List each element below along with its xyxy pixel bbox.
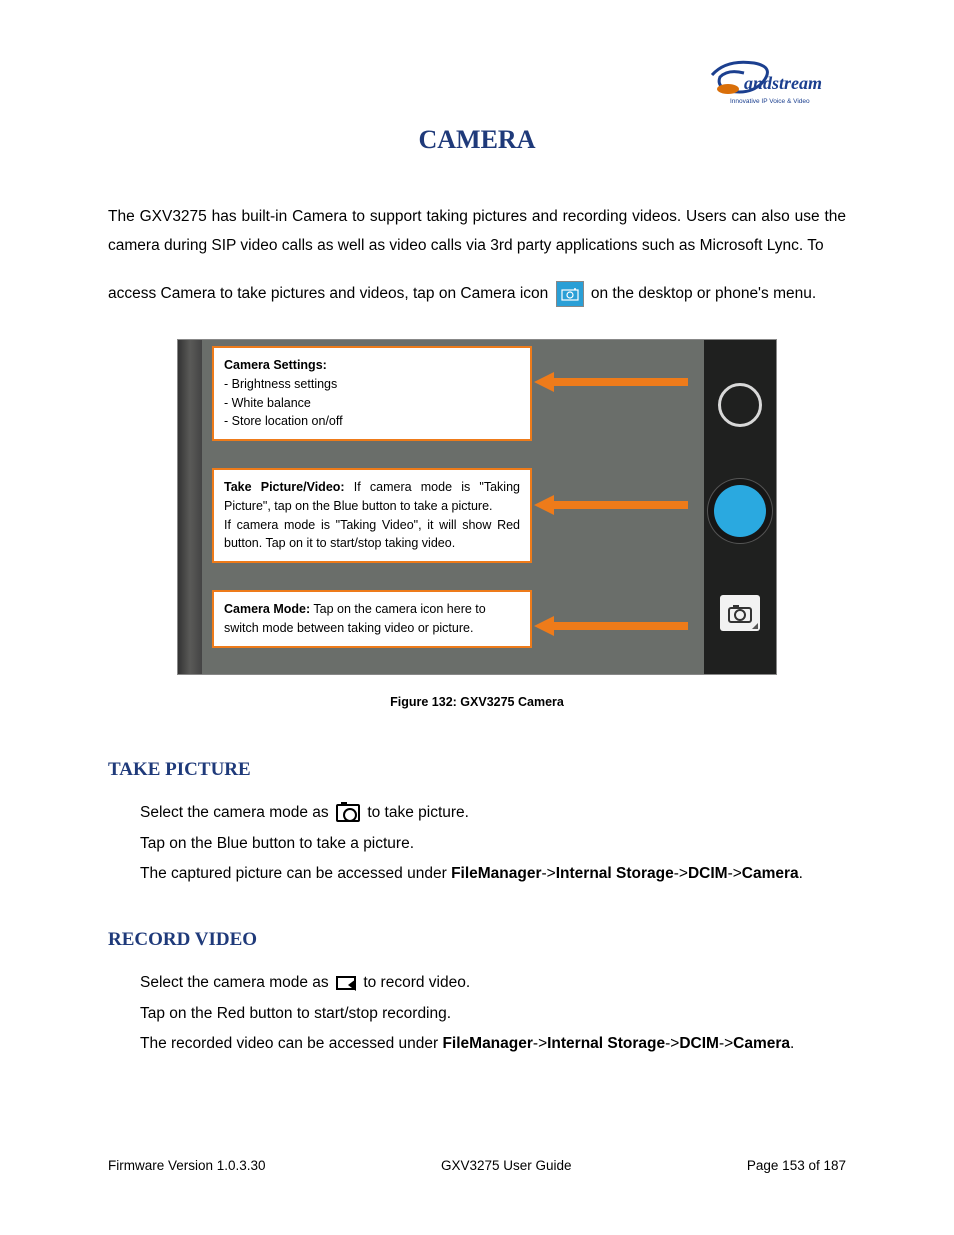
- callout-settings-line-1: - Brightness settings: [224, 375, 520, 394]
- path-seg-0: FileManager: [451, 865, 541, 882]
- path-seg-3b: Camera: [733, 1035, 790, 1052]
- path-seg-2b: DCIM: [679, 1035, 719, 1052]
- footer-page-number: Page 153 of 187: [747, 1158, 846, 1173]
- figure-container: Camera Settings: - Brightness settings -…: [177, 339, 777, 709]
- take-picture-item-1: Select the camera mode as to take pictur…: [140, 799, 846, 828]
- heading-record-video: RECORD VIDEO: [108, 929, 846, 951]
- page-title: CAMERA: [108, 125, 846, 155]
- take-picture-item-3: The captured picture can be accessed und…: [140, 860, 846, 889]
- footer-doc-title: GXV3275 User Guide: [441, 1158, 572, 1173]
- intro-paragraph-2: access Camera to take pictures and video…: [108, 280, 846, 309]
- shutter-button[interactable]: [714, 485, 766, 537]
- heading-take-picture: TAKE PICTURE: [108, 759, 846, 781]
- path-seg-0b: FileManager: [442, 1035, 532, 1052]
- screenshot-left-edge: [178, 340, 202, 674]
- footer-firmware: Firmware Version 1.0.3.30: [108, 1158, 266, 1173]
- tp-item1-b: to take picture.: [367, 804, 469, 821]
- rv-item1-b: to record video.: [363, 974, 470, 991]
- intro-text-3: on the desktop or phone's menu.: [591, 285, 816, 302]
- take-picture-item-2: Tap on the Blue button to take a picture…: [140, 830, 846, 859]
- camera-right-controls: [704, 340, 776, 674]
- record-video-item-3: The recorded video can be accessed under…: [140, 1030, 846, 1059]
- path-seg-3: Camera: [742, 865, 799, 882]
- record-video-item-2: Tap on the Red button to start/stop reco…: [140, 1000, 846, 1029]
- tp-item1-a: Select the camera mode as: [140, 804, 333, 821]
- rv-item3-a: The recorded video can be accessed under: [140, 1035, 442, 1052]
- callout-settings-title: Camera Settings:: [224, 356, 520, 375]
- camera-mode-icon: [336, 804, 360, 822]
- logo-tagline: Innovative IP Voice & Video: [730, 98, 810, 105]
- video-mode-icon: [336, 976, 356, 990]
- callout-take-picture: Take Picture/Video: If camera mode is "T…: [212, 468, 532, 563]
- callout-take-title: Take Picture/Video:: [224, 480, 345, 494]
- svg-text:andstream: andstream: [744, 73, 822, 93]
- callout-camera-mode: Camera Mode: Tap on the camera icon here…: [212, 590, 532, 648]
- record-video-list: Select the camera mode as to record vide…: [108, 969, 846, 1059]
- path-seg-2: DCIM: [688, 865, 728, 882]
- intro-paragraph: The GXV3275 has built-in Camera to suppo…: [108, 203, 846, 260]
- callout-mode-title: Camera Mode:: [224, 602, 310, 616]
- brand-logo: andstream Innovative IP Voice & Video: [706, 55, 846, 116]
- path-seg-1b: Internal Storage: [547, 1035, 665, 1052]
- intro-text-2: access Camera to take pictures and video…: [108, 285, 553, 302]
- mode-switch-button[interactable]: [720, 595, 760, 631]
- figure-caption: Figure 132: GXV3275 Camera: [177, 695, 777, 709]
- callout-settings-line-2: - White balance: [224, 394, 520, 413]
- camera-screenshot: Camera Settings: - Brightness settings -…: [177, 339, 777, 675]
- page-footer: Firmware Version 1.0.3.30 GXV3275 User G…: [108, 1158, 846, 1173]
- settings-ring-button[interactable]: [718, 383, 762, 427]
- tp-item3-a: The captured picture can be accessed und…: [140, 865, 451, 882]
- take-picture-list: Select the camera mode as to take pictur…: [108, 799, 846, 889]
- callout-camera-settings: Camera Settings: - Brightness settings -…: [212, 346, 532, 441]
- path-seg-1: Internal Storage: [556, 865, 674, 882]
- record-video-item-1: Select the camera mode as to record vide…: [140, 969, 846, 998]
- intro-text-1: The GXV3275 has built-in Camera to suppo…: [108, 208, 846, 254]
- document-page: andstream Innovative IP Voice & Video CA…: [0, 0, 954, 1235]
- camera-app-icon: [556, 281, 584, 307]
- rv-item1-a: Select the camera mode as: [140, 974, 333, 991]
- callout-settings-line-3: - Store location on/off: [224, 412, 520, 431]
